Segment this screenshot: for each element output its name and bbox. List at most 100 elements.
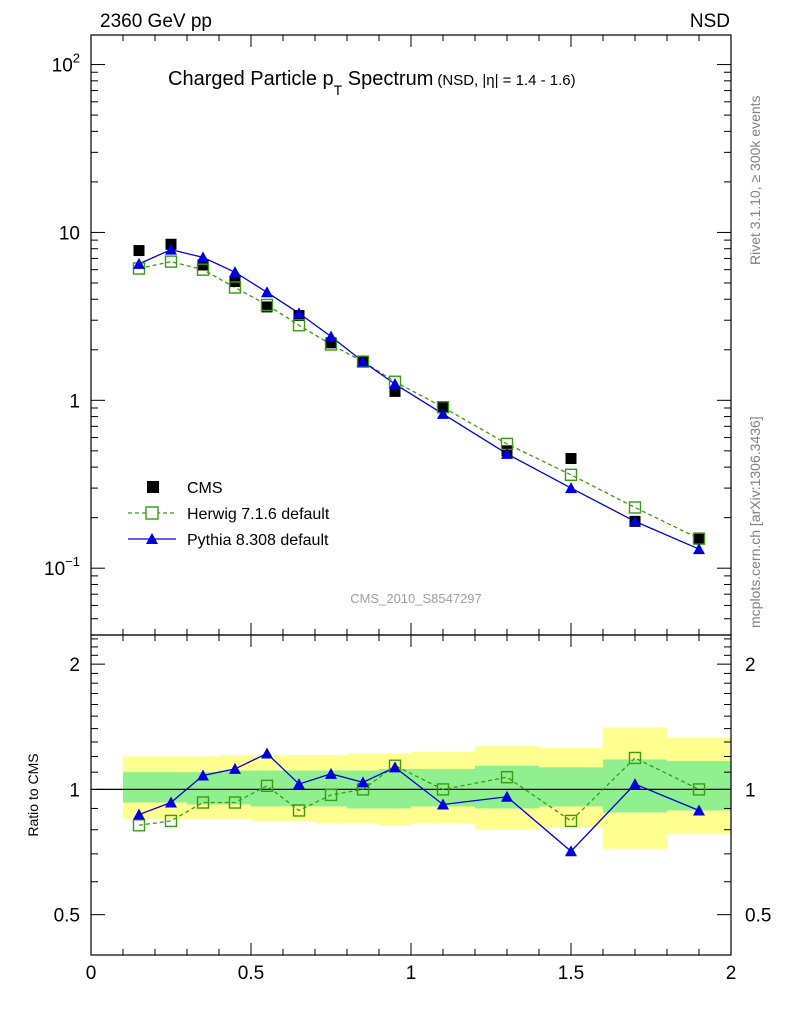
y-tick-label-base: 10 bbox=[52, 56, 73, 77]
point-cms bbox=[133, 245, 145, 257]
point-cms bbox=[261, 301, 273, 313]
band-green-11 bbox=[539, 767, 603, 807]
point-pythia bbox=[293, 307, 305, 319]
point-cms bbox=[693, 533, 705, 545]
point-cms bbox=[325, 337, 337, 349]
ratio-tick-label-right: 1 bbox=[745, 780, 756, 801]
point-cms bbox=[197, 259, 209, 271]
legend-label-herwig: Herwig 7.1.6 default bbox=[187, 506, 330, 523]
side-label-rivet: Rivet 3.1.10, ≥ 300k events bbox=[747, 95, 763, 265]
point-pythia bbox=[325, 330, 337, 342]
y-tick-label: 102 bbox=[52, 51, 80, 77]
point-pythia bbox=[437, 407, 449, 419]
point-pythia bbox=[629, 515, 641, 527]
point-herwig bbox=[292, 319, 306, 332]
point-pythia bbox=[261, 286, 273, 298]
ratio-tick-label-left: 2 bbox=[69, 655, 80, 676]
chart-title: Charged Particle pT Spectrum (NSD, |η| = … bbox=[168, 68, 576, 98]
ratio-point-herwig bbox=[692, 783, 706, 796]
legend-label-pythia: Pythia 8.308 default bbox=[187, 532, 329, 549]
point-herwig bbox=[564, 468, 578, 482]
ratio-tick-label-left: 0.5 bbox=[54, 906, 80, 927]
x-tick-label: 1 bbox=[406, 963, 417, 984]
band-green-4 bbox=[251, 770, 283, 807]
axis-ticks bbox=[90, 35, 732, 956]
point-pythia bbox=[229, 266, 241, 278]
uncertainty-bands bbox=[123, 727, 731, 849]
ratio-point-herwig bbox=[228, 796, 242, 809]
y-tick-label-base: 10 bbox=[44, 559, 65, 580]
point-pythia bbox=[197, 251, 209, 263]
series-line-herwig bbox=[138, 260, 700, 540]
y-tick-label: 10 bbox=[59, 223, 80, 244]
ratio-point-pythia bbox=[629, 778, 641, 790]
ratio-point-pythia bbox=[197, 769, 209, 781]
point-pythia bbox=[165, 243, 177, 255]
ratio-point-herwig bbox=[564, 814, 578, 828]
ratio-point-herwig bbox=[164, 814, 178, 828]
ratio-point-herwig bbox=[132, 819, 146, 832]
ratio-tick-label-right: 2 bbox=[745, 655, 756, 676]
point-pythia bbox=[501, 447, 513, 459]
header-left: 2360 GeV pp bbox=[100, 11, 212, 32]
ratio-point-herwig bbox=[260, 779, 274, 793]
point-herwig bbox=[628, 501, 642, 514]
ratio-point-pythia bbox=[565, 845, 577, 857]
ratio-panel-frame bbox=[90, 634, 732, 956]
ratio-point-herwig bbox=[436, 783, 450, 796]
point-pythia bbox=[389, 378, 401, 390]
header-right: NSD bbox=[690, 11, 730, 32]
y-tick-label-exponent: −1 bbox=[65, 554, 80, 569]
ratio-point-pythia bbox=[133, 808, 145, 820]
title-note: (NSD, |η| = 1.4 - 1.6) bbox=[437, 72, 575, 89]
legend-label-cms: CMS bbox=[187, 480, 223, 497]
ratio-point-pythia bbox=[389, 761, 401, 773]
point-herwig bbox=[196, 263, 210, 276]
series-top-panel bbox=[132, 238, 706, 555]
ratio-point-herwig bbox=[500, 770, 514, 784]
ratio-point-pythia bbox=[229, 762, 241, 774]
point-pythia bbox=[565, 482, 577, 494]
ratio-point-pythia bbox=[437, 798, 449, 810]
y-tick-label: 1 bbox=[69, 391, 80, 412]
band-green-8 bbox=[379, 768, 411, 809]
band-green-0 bbox=[123, 772, 155, 803]
legend-marker-herwig bbox=[145, 506, 159, 520]
point-herwig bbox=[228, 281, 242, 294]
ratio-point-herwig bbox=[196, 796, 210, 809]
series-line-pythia bbox=[138, 248, 700, 550]
ratio-point-herwig bbox=[292, 804, 306, 817]
title-main: Charged Particle p bbox=[168, 68, 334, 90]
ratio-point-herwig bbox=[324, 788, 338, 802]
point-herwig bbox=[260, 298, 274, 312]
ratio-point-herwig bbox=[628, 751, 642, 765]
ratio-tick-label-left: 1 bbox=[69, 780, 80, 801]
y-tick-label: 10−1 bbox=[44, 554, 80, 580]
side-label-mcplots: mcplots.cern.ch [arXiv:1306.3436] bbox=[747, 416, 763, 628]
point-pythia bbox=[133, 257, 145, 269]
ratio-point-pythia bbox=[293, 778, 305, 790]
point-cms bbox=[565, 453, 577, 465]
legend-marker-pythia bbox=[146, 533, 158, 544]
ratio-point-pythia bbox=[325, 767, 337, 779]
ratio-ylabel: Ratio to CMS bbox=[25, 753, 41, 836]
ratio-line-pythia bbox=[138, 752, 700, 853]
point-cms bbox=[437, 401, 449, 413]
legend: CMS Herwig 7.1.6 default Pythia 8.308 de… bbox=[128, 480, 330, 549]
legend-marker-cms bbox=[147, 481, 159, 493]
x-tick-label: 2 bbox=[726, 963, 737, 984]
point-cms bbox=[389, 385, 401, 397]
ratio-point-pythia bbox=[165, 796, 177, 808]
ratio-point-pythia bbox=[501, 790, 513, 802]
analysis-watermark: CMS_2010_S8547297 bbox=[350, 591, 482, 606]
x-tick-label: 0 bbox=[86, 963, 97, 984]
title-subscript: T bbox=[334, 82, 343, 98]
x-tick-label: 1.5 bbox=[558, 963, 584, 984]
band-green-13 bbox=[667, 761, 731, 811]
ratio-point-pythia bbox=[357, 776, 369, 788]
ratio-tick-label-right: 0.5 bbox=[745, 906, 771, 927]
x-tick-label: 0.5 bbox=[238, 963, 264, 984]
point-herwig bbox=[164, 255, 178, 268]
